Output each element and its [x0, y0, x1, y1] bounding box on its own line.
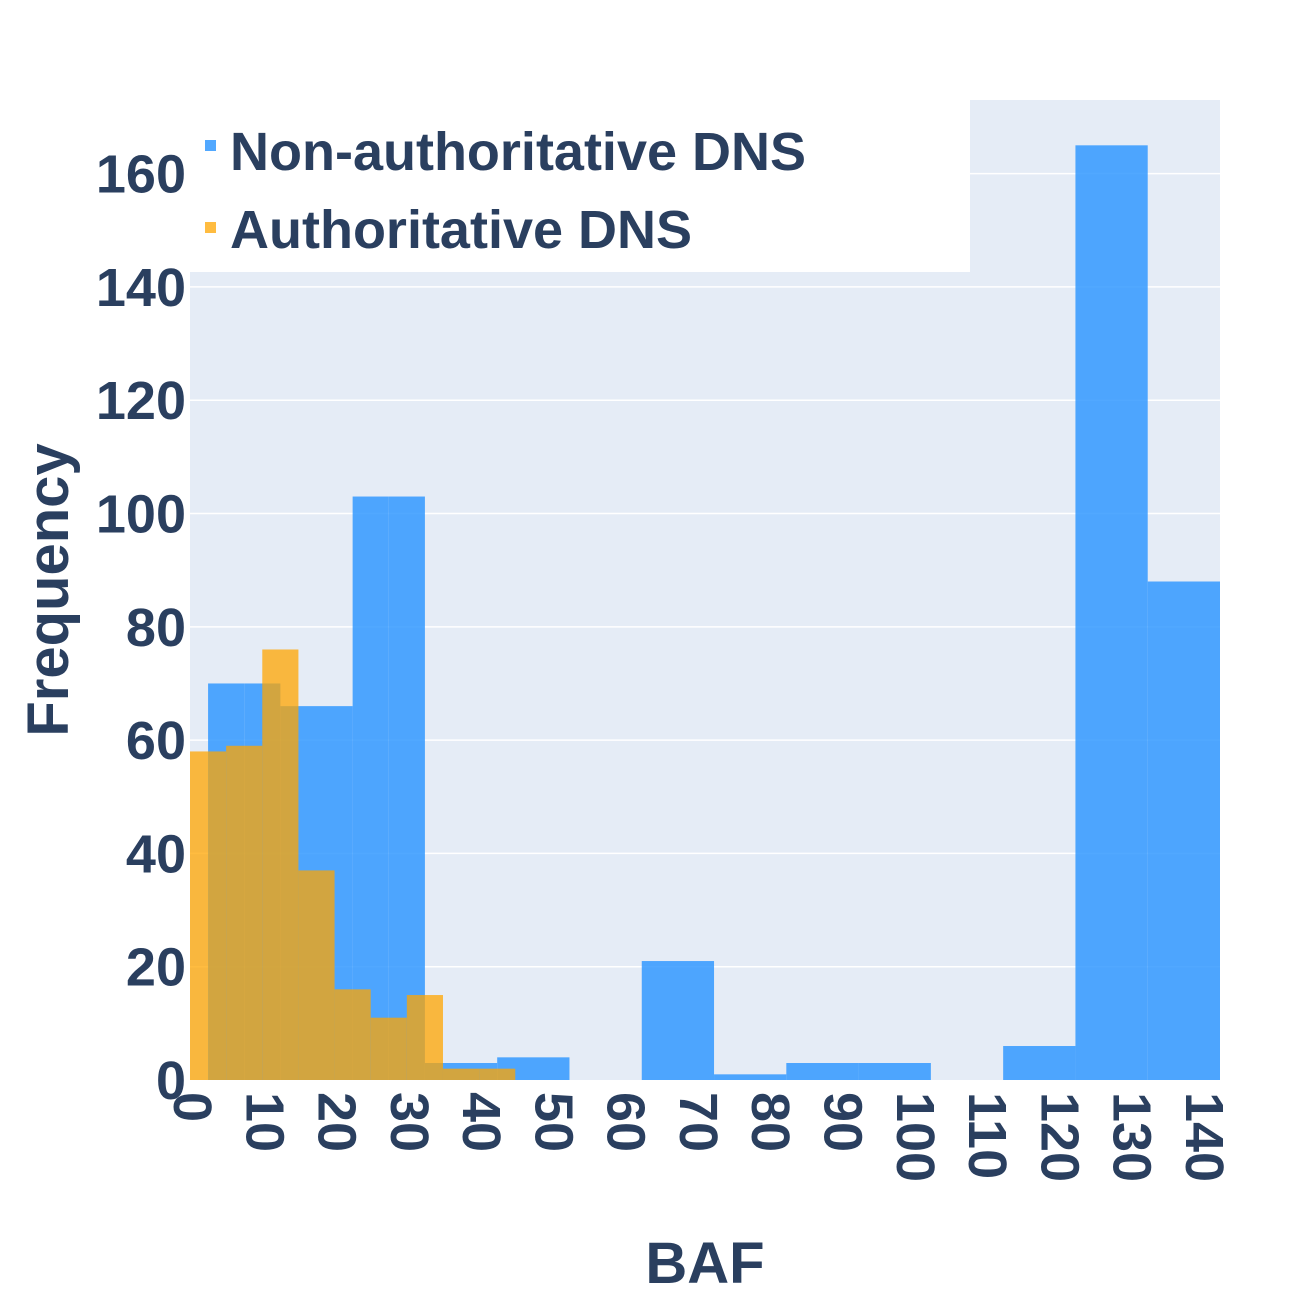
y-tick-label-100: 100: [96, 485, 186, 545]
bar-non-authoritative-4: [352, 496, 389, 1080]
y-tick-label-20: 20: [126, 938, 186, 998]
legend-label-authoritative-dns: Authoritative DNS: [230, 200, 692, 260]
bar-authoritative-8: [442, 1068, 480, 1080]
bar-non-authoritative-10: [714, 1074, 787, 1080]
y-tick-label-160: 160: [96, 145, 186, 205]
bar-non-authoritative-15: [1075, 145, 1148, 1080]
y-axis-title: Frequency: [16, 443, 81, 736]
y-tick-label-60: 60: [126, 711, 186, 771]
x-tick-label-70: 70: [668, 1092, 728, 1152]
legend-label-non-authoritative-dns: Non-authoritative DNS: [230, 122, 806, 182]
x-tick-label-40: 40: [451, 1092, 511, 1152]
x-tick-label-20: 20: [307, 1092, 367, 1152]
x-tick-label-0: 0: [162, 1092, 222, 1122]
x-tick-label-100: 100: [885, 1092, 945, 1182]
bar-authoritative-3: [262, 649, 299, 1080]
x-tick-label-80: 80: [740, 1092, 800, 1152]
bar-authoritative-0: [190, 751, 209, 1080]
bar-non-authoritative-5: [388, 496, 425, 1080]
x-tick-label-50: 50: [523, 1092, 583, 1152]
x-tick-label-30: 30: [379, 1092, 439, 1152]
legend-swatch-authoritative-dns: [205, 222, 216, 233]
y-axis-ticks: 0 20 40 60 80 100 120 140 160: [96, 145, 186, 1111]
bar-non-authoritative-11: [786, 1063, 859, 1080]
x-tick-label-140: 140: [1174, 1092, 1234, 1182]
bar-authoritative-2: [226, 745, 263, 1080]
y-tick-label-120: 120: [96, 371, 186, 431]
x-tick-label-110: 110: [957, 1092, 1017, 1179]
x-tick-label-10: 10: [234, 1092, 294, 1152]
bar-non-authoritative-16: [1147, 581, 1220, 1080]
bar-authoritative-7: [406, 995, 443, 1080]
x-tick-label-130: 130: [1102, 1092, 1162, 1182]
series-authoritative-dns: [190, 649, 516, 1080]
bar-non-authoritative-14: [1003, 1046, 1076, 1080]
x-axis-ticks: 0 10 20 30 40 50 60 70 80 90 100 110 120 130 140: [162, 1092, 1234, 1182]
bar-authoritative-9: [479, 1068, 516, 1080]
bar-authoritative-6: [370, 1017, 407, 1080]
bar-authoritative-1: [208, 751, 227, 1080]
legend-background: [190, 100, 970, 272]
y-tick-label-0: 0: [156, 1051, 186, 1111]
x-tick-label-60: 60: [596, 1092, 656, 1152]
y-tick-label-40: 40: [126, 824, 186, 884]
legend-swatch-non-authoritative-dns: [205, 140, 216, 151]
y-tick-label-80: 80: [126, 598, 186, 658]
bar-non-authoritative-9: [641, 961, 715, 1080]
x-tick-label-90: 90: [813, 1092, 873, 1152]
bar-authoritative-4: [298, 870, 335, 1080]
bar-non-authoritative-12: [858, 1063, 931, 1080]
y-tick-label-140: 140: [96, 258, 186, 318]
x-tick-label-120: 120: [1029, 1092, 1089, 1182]
x-axis-title: BAF: [645, 1231, 764, 1296]
bar-authoritative-5: [334, 989, 371, 1080]
legend[interactable]: Non-authoritative DNS Authoritative DNS: [190, 100, 970, 272]
